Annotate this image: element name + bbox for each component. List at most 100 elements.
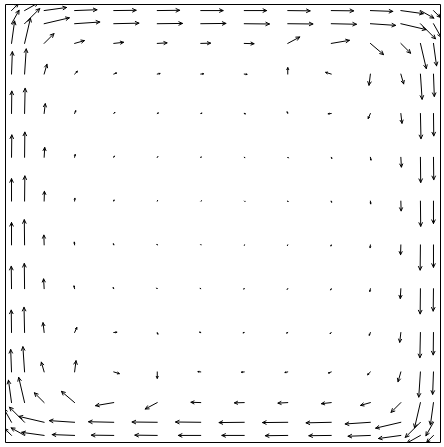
vector-arrow [25, 9, 40, 24]
vector-arrow [178, 434, 200, 437]
vector-arrow [157, 333, 159, 335]
vector-arrow [285, 371, 288, 373]
vector-arrow [288, 9, 310, 12]
vector-arrow [328, 372, 331, 373]
vector-arrow [43, 148, 46, 158]
vector-arrow [432, 157, 435, 179]
vector-arrow [243, 244, 245, 245]
vector-arrow [287, 68, 289, 74]
vector-arrow [10, 310, 13, 332]
vector-arrow [114, 41, 124, 44]
vector-arrow [157, 73, 160, 75]
vector-arrow [370, 10, 392, 13]
vector-arrow [157, 200, 158, 202]
vector-arrow [287, 112, 289, 114]
vector-arrow [244, 73, 247, 75]
vector-arrow [287, 157, 289, 159]
vector-arrow [5, 429, 12, 436]
vector-arrow [73, 242, 75, 245]
vector-arrow [401, 11, 423, 15]
vector-arrow [321, 402, 331, 405]
vector-arrow [330, 333, 331, 334]
vector-arrow [400, 201, 403, 211]
vector-arrow [75, 40, 85, 43]
vector-arrow [10, 91, 13, 113]
axis-line [6, 4, 441, 5]
vector-arrow [176, 420, 201, 423]
plot [4, 3, 441, 443]
vector-arrow [75, 327, 77, 332]
vector-arrow [74, 155, 76, 158]
vector-arrow [157, 156, 159, 158]
vector-arrow [400, 157, 403, 167]
vector-arrow [21, 347, 24, 372]
vector-arrow [241, 371, 244, 373]
x-axis-top [6, 4, 441, 5]
vector-arrow [369, 289, 371, 292]
vector-arrow [391, 403, 401, 413]
x-axis [6, 442, 441, 443]
vector-arrow [370, 201, 372, 204]
vector-arrow [74, 361, 77, 372]
vector-arrow [345, 422, 370, 425]
vector-arrow [157, 22, 182, 25]
vector-arrow [222, 434, 244, 437]
vector-arrow [114, 73, 117, 74]
vector-arrow [23, 88, 26, 113]
vector-arrow [417, 372, 420, 397]
vector-arrow [44, 64, 47, 74]
vector-arrow [201, 113, 202, 114]
vector-arrow [42, 279, 45, 289]
vector-arrow [418, 289, 421, 314]
vector-arrow [145, 403, 157, 409]
vector-arrow [399, 289, 402, 299]
vector-arrow [348, 434, 370, 437]
vector-arrow [19, 416, 44, 423]
vector-arrow [418, 333, 421, 358]
vector-arrow [200, 157, 202, 158]
vector-arrow [114, 21, 139, 24]
vector-arrow [89, 420, 114, 423]
vector-arrow [331, 39, 349, 43]
vector-arrow [12, 4, 19, 11]
vector-arrow [370, 43, 383, 54]
vector-arrow [287, 332, 288, 334]
vector-arrow [400, 114, 403, 124]
vector-arrow [22, 431, 44, 435]
vector-arrow [42, 323, 45, 333]
vector-arrow [200, 244, 202, 245]
vector-arrow [157, 9, 179, 12]
vector-arrow [287, 288, 289, 290]
vector-arrow [157, 42, 167, 45]
vector-arrow [401, 43, 411, 53]
vector-arrow [75, 21, 100, 24]
vector-arrow [75, 111, 76, 114]
vector-arrow [114, 9, 136, 12]
vector-arrow [44, 17, 69, 24]
vector-arrow [12, 10, 20, 23]
vector-arrow [401, 24, 426, 31]
vector-arrow [10, 223, 13, 245]
vector-arrow [23, 264, 26, 289]
vector-arrow [191, 401, 201, 404]
vector-arrow [75, 71, 78, 74]
vector-arrow [22, 307, 25, 332]
vector-arrow [49, 419, 74, 422]
vector-arrow [432, 333, 435, 355]
vector-arrow [431, 372, 434, 394]
vector-arrow [23, 220, 26, 245]
vector-arrow [432, 245, 435, 267]
vector-arrow [156, 372, 158, 378]
vector-arrow [288, 22, 313, 25]
vector-arrow [24, 49, 27, 74]
vector-arrow [157, 112, 158, 114]
vector-arrow [369, 333, 370, 336]
vectors [5, 4, 440, 442]
vector-arrow [420, 74, 423, 99]
vector-arrow [418, 245, 421, 270]
axis-line [5, 5, 6, 443]
vector-arrow [419, 157, 422, 182]
vector-arrow [12, 21, 16, 43]
vector-arrow [23, 132, 26, 157]
vector-arrow [401, 74, 404, 84]
